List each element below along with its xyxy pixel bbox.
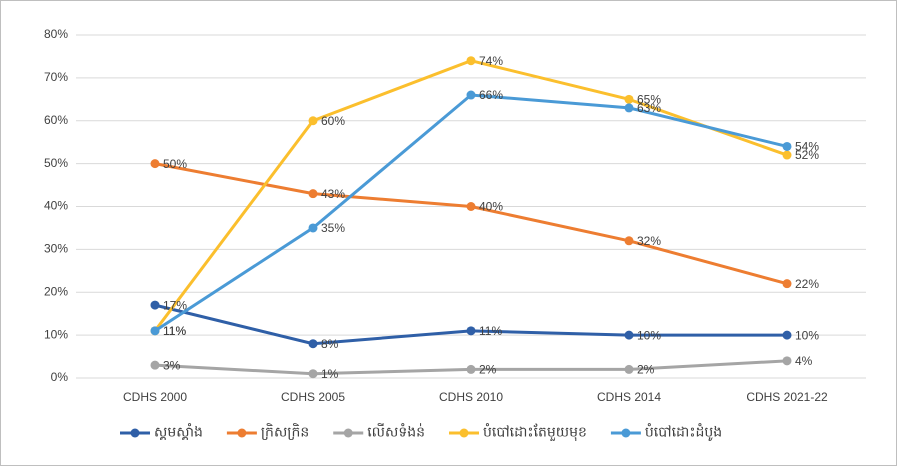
data-label: 10%	[795, 328, 819, 342]
data-label: 43%	[321, 187, 345, 201]
x-tick-label: CDHS 2000	[123, 390, 187, 404]
data-point	[308, 189, 318, 199]
data-label: 65%	[637, 92, 661, 106]
legend-marker	[237, 428, 247, 438]
data-label: 2%	[479, 363, 497, 377]
data-label: 52%	[795, 148, 819, 162]
legend-label: បំបៅដោះដំបូង	[645, 423, 722, 442]
data-label: 11%	[163, 324, 186, 338]
data-point	[308, 116, 318, 126]
y-tick-label: 10%	[44, 327, 68, 341]
data-point	[624, 236, 634, 246]
y-tick-label: 70%	[44, 70, 68, 84]
data-label: 1%	[321, 367, 339, 381]
data-point	[308, 223, 318, 233]
data-point	[150, 159, 160, 169]
data-label: 8%	[321, 337, 339, 351]
data-label: 11%	[163, 324, 186, 338]
data-point	[466, 364, 476, 374]
data-label: 2%	[637, 363, 655, 377]
data-point	[624, 364, 634, 374]
data-point	[782, 356, 792, 366]
data-point	[782, 150, 792, 160]
data-label: 22%	[795, 277, 819, 291]
data-label: 63%	[637, 101, 661, 115]
y-tick-label: 20%	[44, 284, 68, 298]
data-point	[466, 56, 476, 66]
data-label: 74%	[479, 54, 503, 68]
data-label: 50%	[163, 157, 187, 171]
data-point	[308, 369, 318, 379]
data-point	[466, 326, 476, 336]
data-label: 35%	[321, 221, 345, 235]
data-label: 54%	[795, 140, 819, 154]
data-point	[466, 90, 476, 100]
y-tick-label: 0%	[51, 370, 69, 384]
data-point	[624, 103, 634, 113]
data-label: 40%	[479, 200, 503, 214]
data-label: 60%	[321, 114, 345, 128]
y-tick-label: 80%	[44, 27, 68, 41]
y-tick-label: 50%	[44, 156, 68, 170]
data-label: 4%	[795, 354, 813, 368]
legend-marker	[459, 428, 469, 438]
legend-label: លើសទំងន់	[367, 423, 425, 440]
y-tick-label: 60%	[44, 113, 68, 127]
data-point	[624, 330, 634, 340]
data-point	[782, 279, 792, 289]
legend-label: បំបៅដោះតែមួយមុខ	[483, 423, 587, 442]
data-point	[624, 94, 634, 104]
legend-marker	[130, 428, 140, 438]
data-point	[150, 300, 160, 310]
data-label: 17%	[163, 298, 187, 312]
legend-marker	[621, 428, 631, 438]
data-point	[150, 360, 160, 370]
data-point	[782, 330, 792, 340]
data-point	[308, 339, 318, 349]
legend-marker	[343, 428, 353, 438]
x-tick-label: CDHS 2014	[597, 390, 661, 404]
data-point	[150, 326, 160, 336]
data-point	[466, 202, 476, 211]
x-tick-label: CDHS 2010	[439, 390, 503, 404]
data-label: 10%	[637, 328, 661, 342]
data-label: 32%	[637, 234, 661, 248]
data-label: 11%	[479, 324, 502, 338]
data-label: 66%	[479, 88, 503, 102]
x-tick-label: CDHS 2005	[281, 390, 345, 404]
data-point	[782, 141, 792, 151]
legend-label: ក្រិសក្រិន	[261, 423, 309, 441]
legend-label: ស្គមស្គាំង	[154, 423, 203, 441]
y-tick-label: 30%	[44, 242, 68, 256]
x-tick-label: CDHS 2021-22	[746, 390, 828, 404]
data-label: 3%	[163, 358, 181, 372]
y-tick-label: 40%	[44, 199, 68, 213]
